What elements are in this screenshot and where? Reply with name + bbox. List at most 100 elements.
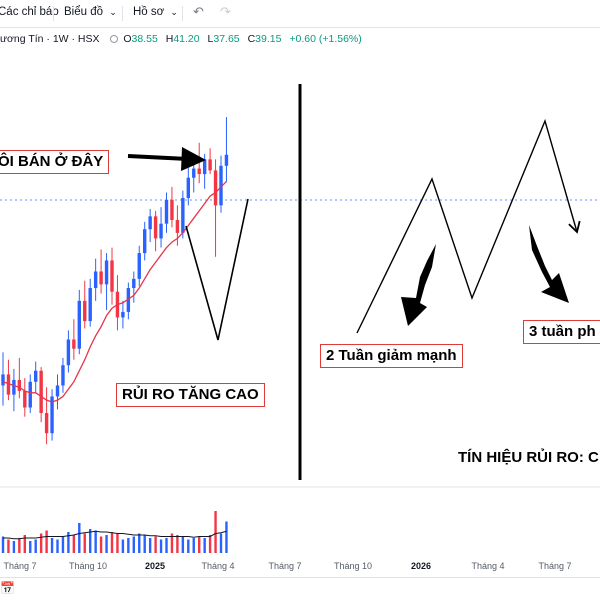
sell-arrow[interactable] (127, 147, 206, 171)
undo-icon[interactable]: ↶ (193, 4, 204, 19)
visibility-circle-icon[interactable] (110, 35, 119, 44)
volume-bar (29, 541, 32, 553)
volume-bar (94, 530, 97, 553)
calendar-icon[interactable]: 📅 (0, 581, 15, 595)
chevron-down-icon: ⌄ (170, 7, 178, 17)
candle-body (17, 379, 22, 391)
bottom-bar: 📅 (0, 577, 600, 601)
volume-bar (7, 539, 10, 553)
volume-ma-line (3, 530, 227, 540)
candle-body (99, 271, 103, 285)
two-weeks-drop-label[interactable]: 2 Tuần giảm mạnh (320, 344, 463, 368)
close-label: C (247, 33, 256, 45)
candle-body (213, 170, 218, 206)
v-shape-drawing[interactable] (185, 198, 249, 341)
volume-bar (187, 539, 190, 553)
volume-bar (45, 530, 48, 553)
volume-bar (148, 538, 152, 553)
candle-body (1, 374, 5, 386)
redo-icon[interactable]: ↷ (220, 4, 231, 19)
time-axis-label: 2025 (144, 561, 166, 571)
volume-bar (225, 521, 228, 553)
volume-bar (39, 533, 43, 553)
candle-body (28, 381, 32, 408)
volume-bar (50, 538, 54, 553)
volume-bar (176, 535, 179, 553)
moving-average-layer (2, 180, 227, 403)
volume-bar (1, 536, 5, 553)
volume-bar (99, 536, 103, 553)
volume-bar (121, 539, 125, 553)
top-toolbar: Các chỉ báo Biểu đồ ⌄ Hồ sơ ⌄ ↶ ↷ (0, 0, 600, 28)
candle-body (170, 199, 174, 221)
three-weeks-label[interactable]: 3 tuần ph (523, 320, 600, 344)
volume-bar (203, 538, 206, 553)
candle-body (34, 370, 38, 382)
volume-bar (110, 532, 114, 553)
candle-body (61, 365, 65, 386)
candle-body (104, 260, 109, 285)
toolbar-divider (122, 6, 123, 21)
indicators-button[interactable]: Các chỉ báo (0, 6, 59, 18)
candle-body (6, 374, 11, 395)
candles-layer (1, 117, 229, 445)
candle-body (202, 159, 207, 175)
time-axis-label: Tháng 10 (333, 561, 373, 571)
risk-signal-label[interactable]: TÍN HIỆU RỦI RO: C (452, 446, 600, 470)
volume-bar (83, 533, 86, 553)
volume-bar (18, 538, 21, 553)
volume-bar (198, 536, 201, 553)
candle-body (143, 229, 147, 254)
sell-here-label[interactable]: ÔI BÁN Ở ĐÂY (0, 150, 110, 174)
chart-type-button[interactable]: Biểu đồ ⌄ (64, 6, 117, 18)
low-label: L (207, 33, 214, 45)
volume-bar (181, 536, 185, 553)
time-axis-label: Tháng 7 (3, 561, 37, 571)
down-arrow-right[interactable] (529, 225, 569, 303)
candle-body (12, 379, 16, 395)
candle-body (137, 253, 141, 279)
candle-body (83, 300, 87, 322)
moving-average-line (2, 180, 227, 403)
candle-body (110, 260, 114, 292)
candle-body (50, 396, 54, 434)
down-arrow-left[interactable] (401, 244, 436, 326)
chevron-down-icon: ⌄ (109, 7, 117, 17)
candle-body (23, 390, 27, 408)
volume-bar (154, 536, 157, 553)
toolbar-divider (53, 6, 54, 21)
candle-body (77, 300, 81, 349)
chart-type-label: Biểu đồ (64, 6, 104, 18)
volume-bar (143, 535, 146, 553)
volume-bar (219, 533, 223, 553)
candle-body (192, 168, 196, 178)
candle-body (197, 168, 201, 175)
candle-body (186, 177, 190, 198)
volume-bar (12, 541, 16, 553)
volume-bar (67, 532, 70, 553)
candle-body (88, 288, 92, 322)
candle-body (93, 271, 98, 289)
time-axis-label: Tháng 7 (268, 561, 302, 571)
time-axis-label: Tháng 4 (471, 561, 505, 571)
high-value: 41.20 (173, 33, 200, 45)
profile-button[interactable]: Hồ sơ ⌄ (133, 6, 178, 18)
volume-bar (138, 533, 141, 553)
volume-bar (165, 538, 168, 553)
candle-body (121, 311, 125, 318)
volume-bar (116, 533, 119, 553)
candle-body (132, 278, 136, 289)
symbol-name[interactable]: ương Tín · 1W · HSX (0, 33, 100, 45)
projected-pattern-line[interactable] (356, 118, 581, 334)
candle-body (219, 165, 223, 206)
risk-high-label[interactable]: RỦI RO TĂNG CAO (116, 383, 265, 407)
candle-body (66, 339, 71, 366)
candle-body (126, 288, 131, 312)
volume-bar (192, 538, 195, 553)
candle-body (153, 216, 158, 239)
volume-bar (72, 535, 76, 553)
volume-bar (159, 539, 163, 553)
profile-label: Hồ sơ (133, 6, 165, 18)
low-value: 37.65 (213, 33, 240, 45)
